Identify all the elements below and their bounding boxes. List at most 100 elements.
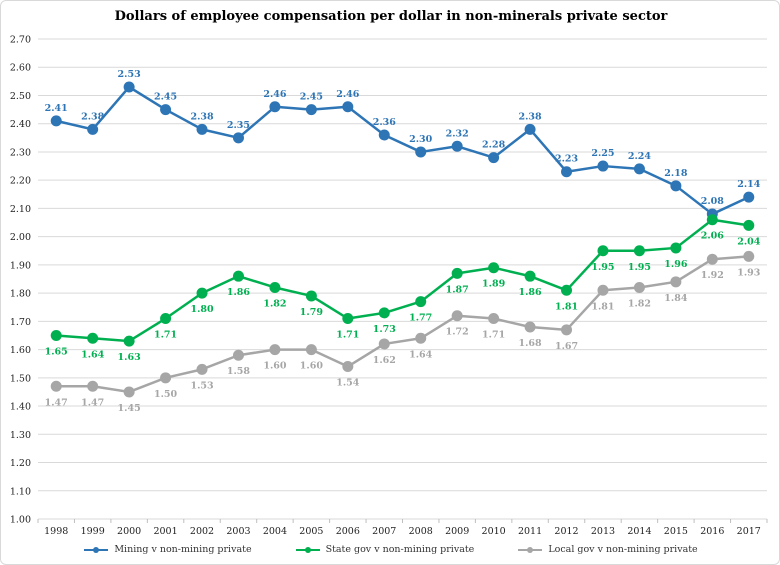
data-point: [561, 166, 573, 178]
data-label: 2.38: [81, 111, 105, 122]
x-tick-label: 2011: [518, 526, 542, 537]
y-tick-label: 2.20: [10, 176, 31, 187]
x-axis: 1998 1999 2000 2001 2002 2003 2004 2005 2006 2007…: [37, 519, 768, 537]
data-point: [488, 313, 500, 325]
y-axis: 1.00 1.10 1.20 1.30 1.40 1.50 1.60 1.70 1.80 1.90…: [10, 35, 31, 526]
y-tick-label: 1.90: [10, 260, 31, 271]
legend-label: Mining v non-mining private: [114, 544, 252, 555]
data-point: [670, 276, 682, 288]
data-label: 1.82: [628, 298, 651, 309]
data-label: 1.86: [519, 287, 543, 298]
data-label: 1.54: [336, 378, 360, 389]
data-label: 1.47: [81, 397, 104, 408]
legend-swatch: [84, 545, 109, 555]
x-tick-label: 2007: [372, 526, 396, 537]
data-point: [87, 380, 99, 392]
y-tick-label: 1.20: [10, 458, 31, 469]
y-tick-label: 1.70: [10, 317, 31, 328]
y-tick-label: 2.00: [10, 232, 31, 243]
data-point: [50, 115, 62, 127]
data-point: [488, 262, 500, 274]
y-tick-label: 2.40: [10, 119, 31, 130]
data-label: 1.60: [300, 361, 324, 372]
y-tick-label: 1.50: [10, 373, 31, 384]
data-point: [706, 214, 718, 226]
data-point: [87, 332, 99, 344]
y-tick-label: 1.40: [10, 402, 31, 413]
data-point: [597, 245, 609, 257]
x-tick-label: 2012: [554, 526, 578, 537]
data-point: [415, 332, 427, 344]
x-tick-label: 2017: [737, 526, 761, 537]
data-label: 1.80: [190, 304, 214, 315]
data-point: [524, 270, 536, 282]
data-label: 1.68: [519, 338, 543, 349]
data-point: [123, 386, 135, 398]
data-point: [524, 321, 536, 333]
x-tick-label: 2010: [482, 526, 506, 537]
data-point: [305, 290, 317, 302]
data-label: 1.95: [628, 262, 651, 273]
y-tick-label: 1.60: [10, 345, 31, 356]
data-label: 2.04: [737, 236, 761, 247]
x-tick-label: 2005: [299, 526, 323, 537]
data-point: [743, 250, 755, 262]
data-label: 2.35: [227, 120, 250, 131]
data-point: [524, 123, 536, 135]
data-label: 1.67: [555, 341, 578, 352]
data-label: 2.46: [336, 89, 360, 100]
data-point: [269, 101, 281, 113]
data-point: [633, 281, 645, 293]
data-label: 1.95: [591, 262, 614, 273]
data-label: 2.23: [555, 154, 578, 165]
data-label: 2.32: [446, 128, 469, 139]
data-point: [561, 324, 573, 336]
data-label: 2.45: [300, 92, 323, 103]
data-label: 1.81: [555, 301, 578, 312]
data-label: 1.71: [154, 330, 177, 341]
data-label: 1.71: [336, 330, 359, 341]
data-label: 2.38: [519, 111, 543, 122]
data-label: 2.38: [190, 111, 214, 122]
data-label: 1.71: [482, 330, 505, 341]
data-label: 1.65: [45, 346, 68, 357]
data-point: [305, 104, 317, 116]
data-point: [123, 335, 135, 347]
data-point: [342, 361, 354, 373]
x-tick-label: 2006: [336, 526, 360, 537]
data-label: 2.30: [409, 134, 433, 145]
data-label: 2.45: [154, 92, 177, 103]
data-label: 2.18: [664, 168, 688, 179]
data-point: [232, 270, 244, 282]
series-line: [55, 85, 750, 216]
data-label: 1.50: [154, 389, 178, 400]
data-point: [50, 380, 62, 392]
data-point: [269, 344, 281, 356]
data-point: [415, 296, 427, 308]
legend-swatch: [518, 545, 543, 555]
data-point: [160, 313, 172, 325]
series-line: [56, 255, 749, 394]
data-point: [451, 140, 463, 152]
data-label: 2.53: [118, 69, 141, 80]
data-point: [670, 180, 682, 192]
legend: Mining v non-mining private State gov v n…: [1, 544, 780, 555]
data-label: 1.81: [591, 301, 614, 312]
data-label: 2.08: [701, 196, 725, 207]
line-chart: 1.00 1.10 1.20 1.30 1.40 1.50 1.60 1.70 1.80 1.90…: [10, 35, 768, 537]
x-tick-label: 2003: [226, 526, 250, 537]
data-label: 2.41: [45, 103, 68, 114]
series-line: [56, 218, 749, 343]
data-label: 1.82: [263, 298, 286, 309]
data-point: [378, 338, 390, 350]
data-point: [196, 123, 208, 135]
data-point: [743, 219, 755, 231]
data-label: 1.79: [300, 307, 324, 318]
data-point: [87, 123, 99, 135]
data-label: 1.64: [81, 349, 105, 360]
data-point: [196, 363, 208, 375]
data-point: [269, 281, 281, 293]
legend-label: Local gov v non-mining private: [548, 544, 698, 555]
data-label: 1.53: [190, 380, 213, 391]
y-tick-label: 2.50: [10, 91, 31, 102]
